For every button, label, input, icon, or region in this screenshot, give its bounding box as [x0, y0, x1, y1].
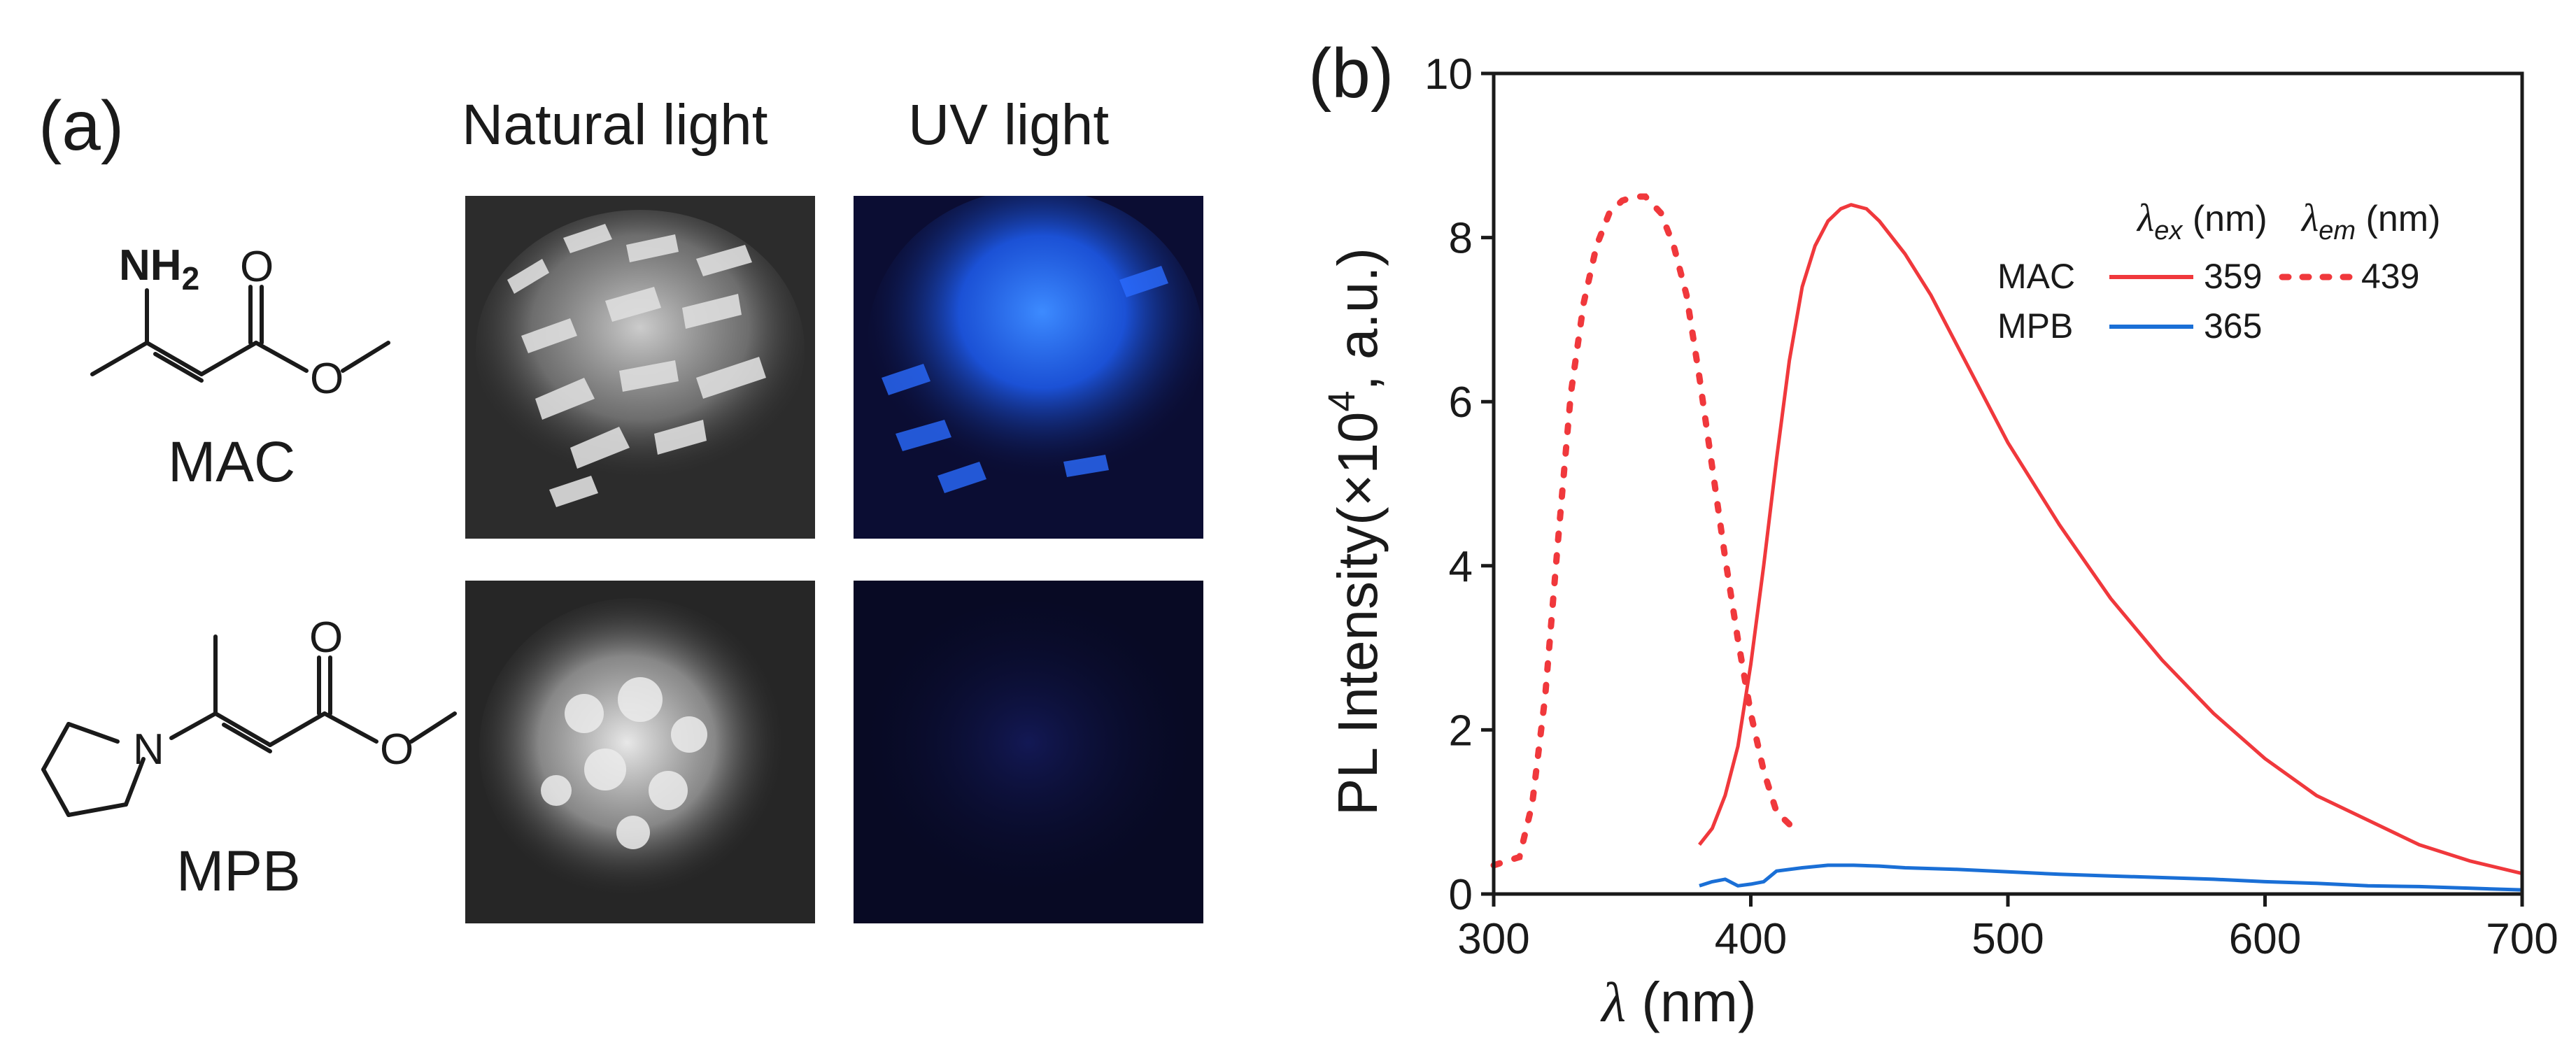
mpb-nitrogen-label: N [133, 725, 164, 774]
y-tick-label: 0 [1449, 871, 1473, 919]
y-axis-title: PL Intensity(×104, a.u.) [1321, 248, 1389, 816]
y-tick-label: 10 [1424, 50, 1473, 99]
x-axis-title: λ (nm) [1600, 971, 1756, 1034]
y-tick-label: 2 [1449, 707, 1473, 755]
mac-excitation-series-line [1490, 193, 1793, 869]
legend-header-ex: λex (nm) [2136, 197, 2267, 246]
legend-mpb-name: MPB [1997, 306, 2073, 346]
column-header-uv-light: UV light [908, 93, 1110, 157]
mac-emission-series-line [1698, 203, 2523, 876]
x-tick-label: 600 [2229, 915, 2301, 963]
y-tick-label: 8 [1449, 215, 1473, 263]
x-tick-label: 400 [1715, 915, 1787, 963]
legend-mac-em: 439 [2361, 257, 2419, 296]
mpb-ester-oxygen: O [380, 725, 413, 774]
mac-ester-oxygen: O [310, 355, 344, 403]
legend-mac-ex: 359 [2204, 257, 2262, 296]
mac-natural-light-photo [465, 196, 815, 539]
plot-frame [1492, 71, 2524, 896]
panel-b-label: (b) [1308, 34, 1394, 113]
mpb-natural-light-photo [465, 581, 815, 923]
mac-label: MAC [168, 430, 296, 494]
mpb-emission-series-line [1699, 863, 2523, 892]
y-tick-label: 6 [1449, 378, 1473, 427]
column-header-natural-light: Natural light [462, 93, 768, 157]
panel-a-label: (a) [38, 87, 125, 165]
mac-uv-light-photo [854, 196, 1203, 539]
x-tick-label: 500 [1972, 915, 2044, 963]
mac-carbonyl-oxygen: O [240, 243, 274, 291]
mpb-label: MPB [176, 839, 301, 903]
mpb-uv-light-photo [854, 581, 1203, 923]
mpb-carbonyl-oxygen: O [309, 613, 343, 662]
legend-mac-name: MAC [1997, 257, 2075, 296]
legend-header-em: λem (nm) [2300, 197, 2440, 246]
x-tick-label: 700 [2486, 915, 2558, 963]
y-tick-label: 4 [1449, 543, 1473, 591]
x-tick-label: 300 [1457, 915, 1529, 963]
legend-mpb-ex: 365 [2204, 306, 2262, 346]
mac-amine-label: NH2 [119, 241, 199, 297]
mac-structure: NH2 O O [90, 241, 390, 403]
mpb-structure: N O O [41, 613, 457, 817]
